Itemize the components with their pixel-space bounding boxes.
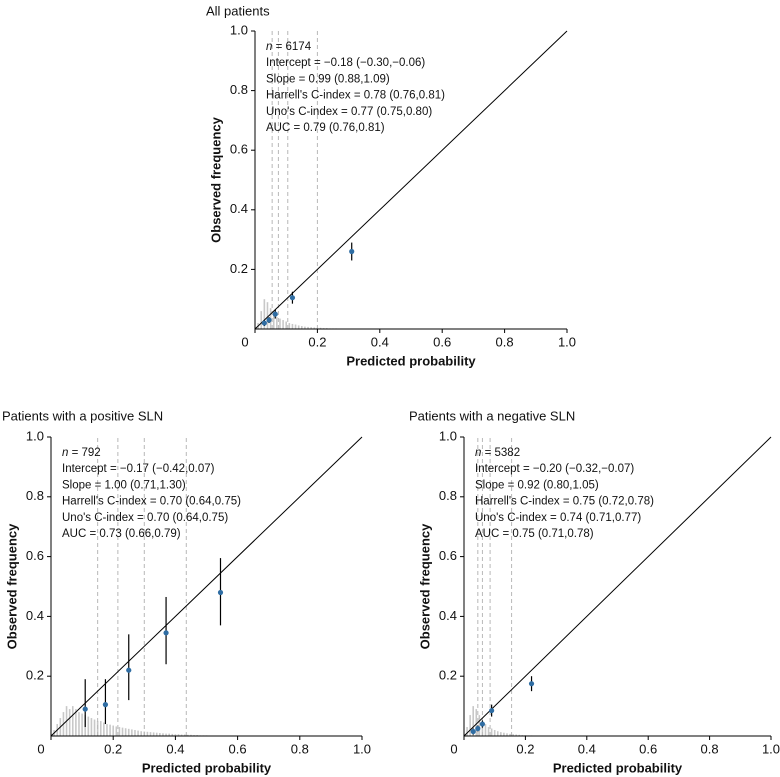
negative-sln-y-tick-label-3: 0.8 <box>439 488 457 503</box>
all-patients-stat-line-2: Slope = 0.99 (0.88,1.09) <box>266 73 390 85</box>
negative-sln-y-tick-label-2: 0.6 <box>439 548 457 563</box>
negative-sln-stat-n-value: = 5382 <box>481 447 520 459</box>
negative-sln-calibration-point-0 <box>470 728 476 735</box>
positive-sln-y-tick-label-0: 0.2 <box>26 668 44 683</box>
positive-sln-x-tick-label-5: 1.0 <box>353 741 371 756</box>
negative-sln-calibration-point-2 <box>479 721 486 727</box>
all-patients-stat-n-value: = 6174 <box>272 41 311 53</box>
negative-sln-x-tick-label-0: 0 <box>450 741 457 756</box>
all-patients-x-tick-label-4: 0.8 <box>496 334 514 349</box>
positive-sln-y-tick-label-2: 0.6 <box>26 548 44 563</box>
negative-sln-y-tick-label-4: 1.0 <box>439 428 457 443</box>
negative-sln-stat-line-1: Intercept = −0.20 (−0.32,−0.07) <box>475 463 634 475</box>
negative-sln-calibration-point-3 <box>489 707 495 714</box>
negative-sln-x-tick-label-3: 0.6 <box>639 741 657 756</box>
negative-sln-stat-line-2: Slope = 0.92 (0.80,1.05) <box>475 479 599 491</box>
all-patients-x-tick-label-2: 0.4 <box>371 334 389 349</box>
positive-sln-title: Patients with a positive SLN <box>2 408 163 423</box>
all-patients-stat-line-1: Intercept = −0.18 (−0.30,−0.06) <box>266 57 425 69</box>
positive-sln-calibration-point-2 <box>126 667 132 673</box>
positive-sln-calibration-point-3 <box>163 630 169 636</box>
positive-sln-x-tick-label-1: 0.2 <box>104 741 122 756</box>
positive-sln-y-tick-label-3: 0.8 <box>26 488 44 503</box>
positive-sln-y-tick-label-1: 0.4 <box>26 608 44 623</box>
all-patients-x-axis-label: Predicted probability <box>346 353 476 368</box>
positive-sln-stat-n-value: = 792 <box>68 447 100 459</box>
positive-sln-x-tick-label-2: 0.4 <box>166 741 184 756</box>
all-patients-x-tick-label-1: 0.2 <box>308 334 326 349</box>
positive-sln-y-axis-label: Observed frequency <box>4 523 19 649</box>
all-patients-title: All patients <box>206 3 270 18</box>
positive-sln-stat-n-symbol: n <box>62 447 68 459</box>
negative-sln-y-tick-label-0: 0.2 <box>439 668 457 683</box>
negative-sln-y-axis-label: Observed frequency <box>417 523 432 649</box>
negative-sln-x-axis-label: Predicted probability <box>553 760 683 775</box>
all-patients-stat-n: n = 6174 <box>266 41 312 53</box>
negative-sln-calibration-point-1 <box>475 725 481 732</box>
positive-sln-calibration-point-1 <box>102 702 109 708</box>
negative-sln-title: Patients with a negative SLN <box>409 408 575 423</box>
all-patients-y-tick-label-4: 1.0 <box>230 22 248 37</box>
all-patients-reference-line <box>254 30 568 330</box>
all-patients-calibration-point-4 <box>349 248 355 255</box>
positive-sln-calibration-point-0 <box>82 706 88 712</box>
all-patients-x-tick-label-5: 1.0 <box>558 334 576 349</box>
positive-sln-reference-line <box>50 436 363 737</box>
all-patients-stat-n-symbol: n <box>266 41 272 53</box>
all-patients-stat-line-3: Harrell's C-index = 0.78 (0.76,0.81) <box>266 90 445 102</box>
all-patients-y-axis-label: Observed frequency <box>208 116 223 242</box>
all-patients-x-tick-label-3: 0.6 <box>433 334 451 349</box>
positive-sln-stat-line-3: Harrell's C-index = 0.70 (0.64,0.75) <box>62 496 241 508</box>
all-patients-y-tick-label-1: 0.4 <box>230 201 248 216</box>
positive-sln-calibration-point-4 <box>217 589 224 596</box>
positive-sln-x-axis-label: Predicted probability <box>142 760 272 775</box>
negative-sln-x-tick-label-2: 0.4 <box>578 741 596 756</box>
all-patients-y-tick-label-2: 0.6 <box>230 142 248 157</box>
positive-sln-stat-line-1: Intercept = −0.17 (−0.42,0.07) <box>62 463 215 475</box>
negative-sln-x-tick-label-1: 0.2 <box>516 741 534 756</box>
negative-sln-stat-line-4: Uno's C-index = 0.74 (0.71,0.77) <box>475 512 641 524</box>
negative-sln-stat-line-5: AUC = 0.75 (0.71,0.78) <box>475 528 594 540</box>
positive-sln-stat-line-2: Slope = 1.00 (0.71,1.30) <box>62 479 186 491</box>
all-patients-y-tick-label-0: 0.2 <box>230 261 248 276</box>
all-patients-calibration-point-2 <box>272 311 278 317</box>
positive-sln-x-tick-label-3: 0.6 <box>229 741 247 756</box>
positive-sln-x-tick-label-0: 0 <box>37 741 44 756</box>
all-patients-x-tick-label-0: 0 <box>241 334 248 349</box>
negative-sln-stat-n-symbol: n <box>475 447 481 459</box>
negative-sln-x-tick-label-5: 1.0 <box>762 741 780 756</box>
positive-sln-x-tick-label-4: 0.8 <box>291 741 309 756</box>
positive-sln-y-tick-label-4: 1.0 <box>26 428 44 443</box>
negative-sln-stat-n: n = 5382 <box>475 447 520 459</box>
all-patients-calibration-point-3 <box>289 295 296 301</box>
negative-sln-x-tick-label-4: 0.8 <box>701 741 719 756</box>
positive-sln-stat-line-4: Uno's C-index = 0.70 (0.64,0.75) <box>62 512 228 524</box>
positive-sln-stat-line-5: AUC = 0.73 (0.66,0.79) <box>62 528 181 540</box>
all-patients-stat-line-4: Uno's C-index = 0.77 (0.75,0.80) <box>266 106 432 118</box>
all-patients-y-tick-label-3: 0.8 <box>230 82 248 97</box>
positive-sln-stat-n: n = 792 <box>62 447 101 459</box>
all-patients-stat-line-5: AUC = 0.79 (0.76,0.81) <box>266 122 385 134</box>
all-patients-calibration-point-0 <box>261 320 267 326</box>
negative-sln-stat-line-3: Harrell's C-index = 0.75 (0.72,0.78) <box>475 496 654 508</box>
negative-sln-y-tick-label-1: 0.4 <box>439 608 457 623</box>
negative-sln-reference-line <box>463 436 772 737</box>
negative-sln-calibration-point-4 <box>528 681 535 687</box>
all-patients-calibration-point-1 <box>266 317 272 323</box>
